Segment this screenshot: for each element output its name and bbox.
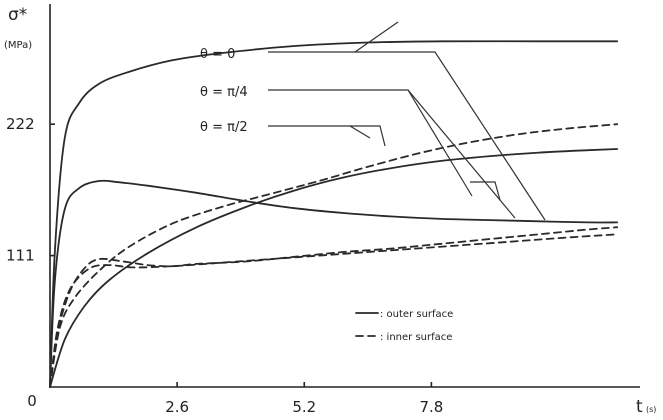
series-line-inner--0 [49, 123, 619, 388]
series-line-outer--0 [49, 40, 619, 388]
annotation-leader-theta-pi-2-outer [268, 125, 386, 147]
y-tick-label: 222 [6, 115, 35, 133]
series-line-outer--4 [49, 179, 619, 388]
annotation-leader-theta-pi-4-bracket [470, 181, 501, 201]
x-axis-unit: (s) [646, 405, 656, 414]
legend-label-outer: : outer surface [380, 309, 453, 320]
annotation-leader-theta-0-outer [268, 21, 399, 53]
annotation-label-theta-pi-2: θ = π/2 [200, 120, 248, 135]
x-axis-label: t [636, 397, 643, 416]
annotation-leader-theta-0-inner [355, 51, 546, 221]
x-tick-label: 7.8 [419, 398, 443, 416]
annotations: θ = 0 θ = π/4 θ = π/2 [200, 21, 546, 221]
x-tick-label: 0 [27, 392, 37, 410]
annotation-label-theta-pi-4: θ = π/4 [200, 85, 248, 100]
annotation-leader-theta-pi-4-outer [407, 89, 473, 197]
legend: : outer surface : inner surface [355, 309, 453, 343]
annotation-leader-theta-pi-4-inner [268, 89, 516, 219]
x-tick-label: 5.2 [292, 398, 316, 416]
annotation-leader-theta-pi-2-inner [349, 125, 371, 139]
series-lines [49, 40, 619, 388]
axes: σ* (MPa) t (s) 0 2.6 5.2 7.8 111 222 [4, 4, 656, 417]
y-tick-label: 111 [6, 247, 35, 265]
y-axis-label: σ* [8, 5, 27, 25]
y-axis-unit: (MPa) [4, 40, 32, 51]
series-line-inner--4 [49, 226, 619, 388]
series-line-outer--2 [49, 148, 619, 388]
annotation-label-theta-0: θ = 0 [200, 47, 235, 62]
series-line-inner--2 [49, 233, 619, 388]
legend-label-inner: : inner surface [380, 332, 452, 343]
x-tick-label: 2.6 [165, 398, 189, 416]
